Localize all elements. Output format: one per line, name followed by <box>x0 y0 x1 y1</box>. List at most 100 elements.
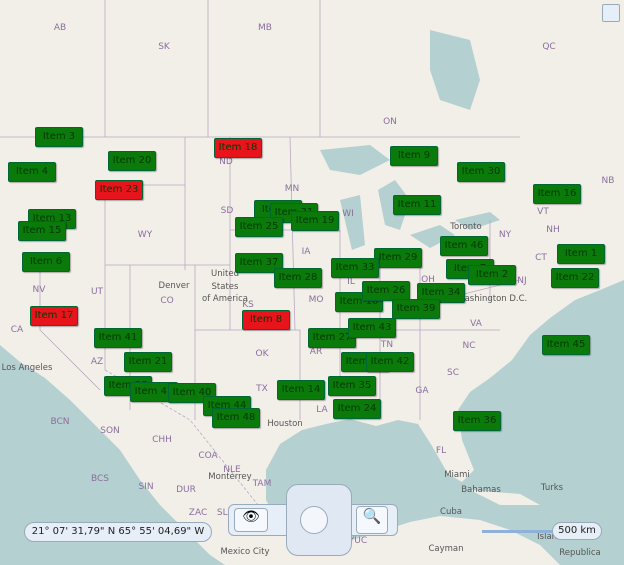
scale-label: 500 km <box>552 522 602 540</box>
map-label: Washington D.C. <box>456 294 528 304</box>
map-marker[interactable]: Item 36 <box>453 411 501 431</box>
map-label: UT <box>90 287 104 297</box>
map-marker[interactable]: Item 34 <box>417 283 465 303</box>
map-label: TX <box>256 384 268 394</box>
map-marker[interactable]: Item 4 <box>8 162 56 182</box>
map-marker[interactable]: Item 17 <box>30 306 78 326</box>
map-label: ZAC <box>188 508 208 518</box>
map-marker[interactable]: Item 21 <box>124 352 172 372</box>
map-marker[interactable]: Item 22 <box>551 268 599 288</box>
map-label: NC <box>462 341 476 351</box>
map-marker[interactable]: Item 35 <box>328 376 376 396</box>
map-marker[interactable]: Item 30 <box>457 162 505 182</box>
map-label: LA <box>316 405 328 415</box>
map-label: Islands <box>537 532 567 542</box>
map-marker[interactable]: Item 33 <box>331 258 379 278</box>
map-label: GA <box>415 386 429 396</box>
map-marker[interactable]: Item 24 <box>333 399 381 419</box>
map-label: MO <box>308 295 324 305</box>
map-label: DUR <box>176 485 196 495</box>
map-marker[interactable]: Item 16 <box>533 184 581 204</box>
map-marker[interactable]: Item 15 <box>18 221 66 241</box>
map-marker[interactable]: Item 46 <box>440 236 488 256</box>
coordinates: 21° 07' 31,79" N 65° 55' 04,69" W <box>24 522 212 542</box>
map-label: WI <box>342 209 354 219</box>
map-label: Los Angeles <box>1 363 53 373</box>
map-label: SIN <box>138 482 154 492</box>
map-label: CHH <box>152 435 172 445</box>
map-marker[interactable]: Item 9 <box>390 146 438 166</box>
map-marker[interactable]: Item 48 <box>212 408 260 428</box>
map-marker[interactable]: Item 45 <box>542 335 590 355</box>
map-marker[interactable]: Item 27 <box>308 328 356 348</box>
zoom-fit-button[interactable] <box>602 4 620 22</box>
map-marker[interactable]: Item 11 <box>393 195 441 215</box>
map-label: CA <box>10 325 24 335</box>
scale-bar <box>482 530 552 533</box>
map-label: IA <box>301 247 311 257</box>
map-marker[interactable]: Item 29 <box>374 248 422 268</box>
map-marker[interactable]: Item 26 <box>362 281 410 301</box>
map-label: Bahamas <box>461 485 501 495</box>
map-label: NH <box>546 225 560 235</box>
map-marker[interactable]: Item 2 <box>468 265 516 285</box>
map-marker[interactable]: Item 37 <box>235 253 283 273</box>
map-label: OH <box>421 275 435 285</box>
map-label: Cuba <box>440 507 462 517</box>
map-marker[interactable]: Item 20 <box>108 151 156 171</box>
pan-center[interactable] <box>300 506 328 534</box>
map-label: KS <box>242 300 254 310</box>
eye-button[interactable]: 👁 <box>234 508 268 532</box>
map-label: Denver <box>158 281 190 291</box>
map-label: United <box>211 269 239 279</box>
map-marker[interactable]: Item 28 <box>274 268 322 288</box>
map-label: States <box>211 282 239 292</box>
map-marker[interactable]: Item 41 <box>94 328 142 348</box>
map-label: AZ <box>90 357 104 367</box>
map-label: Republica <box>559 548 601 558</box>
map-marker[interactable]: Item 8 <box>242 310 290 330</box>
map-marker[interactable]: Item 1 <box>557 244 605 264</box>
navigation-control: 👁 🔍 <box>228 484 398 556</box>
map-label: MB <box>258 23 272 33</box>
map-label: CT <box>535 253 547 263</box>
map-marker[interactable]: Item 19 <box>291 211 339 231</box>
map-label: TN <box>380 340 394 350</box>
map-marker[interactable]: Item 25 <box>235 217 283 237</box>
map-marker[interactable]: Item 6 <box>22 252 70 272</box>
map-label: NJ <box>517 276 527 286</box>
map-marker[interactable]: Item 3 <box>35 127 83 147</box>
map-label: VA <box>470 319 482 329</box>
map-label: Toronto <box>450 222 482 232</box>
map-label: IL <box>347 277 355 287</box>
map-label: FL <box>435 446 447 456</box>
map-label: AB <box>53 23 67 33</box>
map-marker[interactable]: Item 23 <box>95 180 143 200</box>
map-label: BCS <box>90 474 110 484</box>
map-label: SLP <box>216 508 234 518</box>
map-label: ND <box>219 157 233 167</box>
map-marker[interactable]: Item 42 <box>366 352 414 372</box>
search-button[interactable]: 🔍 <box>356 506 388 534</box>
map-label: BCN <box>50 417 70 427</box>
map-label: Houston <box>267 419 303 429</box>
map-label: COA <box>198 451 218 461</box>
map-label: NY <box>498 230 512 240</box>
map-label: MN <box>284 184 300 194</box>
map-label: of America <box>202 294 248 304</box>
map-marker[interactable]: Item 14 <box>277 380 325 400</box>
map-label: YUC <box>348 536 368 546</box>
map-label: Miami <box>444 470 470 480</box>
map-marker[interactable]: Item 18 <box>214 138 262 158</box>
map-marker[interactable]: Item 43 <box>348 318 396 338</box>
map-label: SC <box>447 368 459 378</box>
map-label: Turks <box>540 483 564 493</box>
map-label: Mexico City <box>220 547 270 557</box>
map-label: Monterrey <box>208 472 252 482</box>
map-label: NV <box>32 285 46 295</box>
map-marker[interactable]: Item 39 <box>392 299 440 319</box>
map-label: SON <box>100 426 120 436</box>
map-label: WY <box>137 230 153 240</box>
